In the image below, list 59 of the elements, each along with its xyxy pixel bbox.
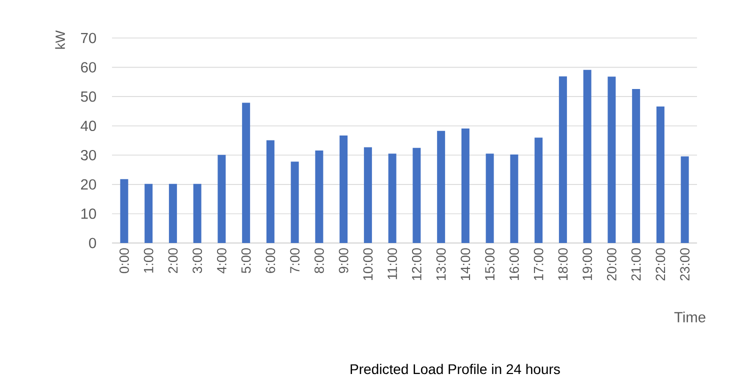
- x-tick-label: 19:00: [582, 248, 592, 280]
- x-tick-label: 1:00: [144, 248, 154, 273]
- y-tick-label: 70: [81, 32, 96, 44]
- x-axis-title: Time: [674, 312, 706, 322]
- bar: [486, 154, 494, 243]
- x-tick-label: 16:00: [509, 248, 519, 280]
- x-tick-label: 9:00: [338, 248, 348, 274]
- y-tick-label: 30: [80, 150, 96, 160]
- x-tick-label: 10:00: [363, 248, 373, 280]
- x-tick-label: 2:00: [168, 248, 178, 273]
- x-tick-label: 17:00: [534, 248, 544, 280]
- x-tick-label: 11:00: [388, 248, 398, 280]
- bar: [218, 154, 226, 243]
- y-tick-label: 10: [81, 208, 96, 219]
- x-tick-label: 3:00: [192, 248, 202, 274]
- x-tick-label: 20:00: [606, 248, 616, 280]
- x-tick-label: 22:00: [656, 248, 666, 280]
- x-tick-label: 12:00: [412, 248, 422, 280]
- bar: [242, 102, 250, 243]
- bar: [364, 147, 372, 243]
- bar: [144, 184, 153, 243]
- bar: [290, 162, 299, 243]
- x-tick-label: 21:00: [631, 248, 641, 280]
- x-tick-label: 5:00: [241, 248, 251, 274]
- x-tick-label: 15:00: [485, 248, 495, 280]
- x-tick-label: 0:00: [119, 248, 129, 274]
- y-axis-title: kW: [55, 30, 65, 49]
- bar: [266, 140, 274, 243]
- bar: [168, 184, 177, 243]
- bar: [193, 184, 202, 243]
- x-tick-label: 8:00: [314, 248, 324, 274]
- bar: [315, 150, 324, 243]
- bar: [680, 156, 689, 243]
- bar: [632, 88, 640, 243]
- x-tick-label: 14:00: [460, 248, 470, 280]
- bar: [534, 138, 543, 243]
- bar: [558, 76, 567, 243]
- y-tick-label: 0: [89, 238, 96, 248]
- bar: [583, 70, 592, 243]
- bar: [340, 136, 348, 243]
- x-tick-label: 13:00: [436, 248, 446, 280]
- bar: [412, 148, 421, 243]
- bar: [120, 179, 128, 243]
- y-tick-label: 50: [80, 91, 96, 102]
- bar: [437, 130, 446, 243]
- bar: [461, 128, 470, 243]
- bar: [608, 76, 616, 243]
- x-tick-label: 4:00: [216, 248, 226, 274]
- y-tick-label: 40: [80, 120, 96, 132]
- bar: [656, 106, 664, 243]
- x-tick-label: 7:00: [290, 248, 300, 273]
- y-tick-label: 20: [81, 179, 96, 190]
- x-tick-label: 18:00: [558, 248, 568, 280]
- x-tick-label: 23:00: [680, 248, 690, 280]
- bar: [510, 154, 518, 243]
- text: Predicted Load Profile in 24 hours: [350, 364, 560, 374]
- bar: [388, 154, 396, 243]
- x-tick-label: 6:00: [266, 248, 276, 273]
- y-tick-label: 60: [81, 62, 96, 72]
